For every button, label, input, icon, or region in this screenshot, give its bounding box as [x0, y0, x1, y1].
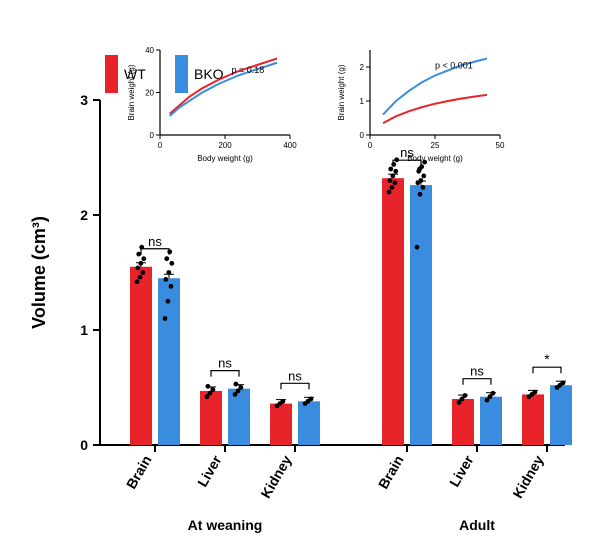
y-tick-label: 0 [80, 437, 88, 453]
data-point [141, 256, 146, 261]
svg-text:1: 1 [360, 97, 365, 106]
x-tick-label: Kidney [257, 452, 294, 501]
y-tick-label: 2 [80, 207, 88, 223]
bar-Adult-Liver-WT [452, 399, 474, 445]
y-axis-label: Volume (cm³) [29, 216, 49, 329]
bar-chart: 0123Volume (cm³)WTBKOBrainnsLivernsKidne… [0, 0, 600, 560]
data-point [418, 192, 423, 197]
data-point [169, 284, 174, 289]
x-tick-label: Brain [123, 453, 155, 492]
group-label: At weaning [188, 517, 263, 533]
bar-At weaning-Liver-WT [200, 391, 222, 445]
data-point [138, 261, 143, 266]
sig-bracket [281, 383, 309, 389]
svg-text:0: 0 [360, 131, 365, 140]
data-point [163, 316, 168, 321]
bar-At weaning-Brain-WT [130, 267, 152, 445]
data-point [281, 399, 286, 404]
y-tick-label: 1 [80, 322, 88, 338]
x-tick-label: Liver [194, 452, 225, 489]
x-tick-label: Liver [446, 452, 477, 489]
data-point [233, 382, 238, 387]
data-point [211, 387, 216, 392]
data-point [166, 299, 171, 304]
bar-Adult-Liver-BKO [480, 397, 502, 445]
inset-note: p < 0.001 [435, 61, 473, 71]
bar-Adult-Brain-WT [382, 178, 404, 445]
svg-text:0: 0 [150, 131, 155, 140]
sig-label: ns [148, 234, 162, 249]
data-point [169, 261, 174, 266]
data-point [164, 256, 169, 261]
sig-label: * [544, 351, 550, 367]
svg-text:2: 2 [360, 63, 365, 72]
data-point [309, 397, 314, 402]
sig-label: ns [288, 368, 302, 383]
group-label: Adult [459, 517, 495, 533]
data-point [390, 174, 395, 179]
bar-Adult-Kidney-BKO [550, 385, 572, 445]
data-point [239, 385, 244, 390]
data-point [388, 167, 393, 172]
data-point [390, 185, 395, 190]
data-point [533, 390, 538, 395]
inset-xlabel: Body weight (g) [197, 154, 253, 163]
x-tick-label: Kidney [509, 452, 546, 501]
x-tick-label: Brain [375, 453, 407, 492]
data-point [391, 162, 396, 167]
svg-text:25: 25 [431, 141, 440, 150]
svg-text:0: 0 [368, 141, 373, 150]
inset-1: 0 25 50 0 1 2 Body weight (g) Brain weight (g) p… [337, 50, 505, 163]
data-point [141, 270, 146, 275]
data-point [163, 277, 168, 282]
svg-text:50: 50 [496, 141, 505, 150]
svg-text:0: 0 [158, 141, 163, 150]
data-point [135, 279, 140, 284]
legend-swatch [105, 55, 118, 93]
bar-At weaning-Liver-BKO [228, 389, 250, 445]
data-point [387, 190, 392, 195]
bar-Adult-Brain-BKO [410, 185, 432, 445]
y-tick-label: 3 [80, 92, 88, 108]
data-point [417, 167, 422, 172]
data-point [166, 270, 171, 275]
inset-0: 0 200 400 0 20 40 Body weight (g) Brain weight … [127, 46, 297, 163]
inset-note: p = 0.18 [232, 65, 265, 75]
data-point [421, 185, 426, 190]
sig-bracket [141, 249, 169, 255]
bar-Adult-Kidney-WT [522, 394, 544, 445]
sig-bracket [533, 367, 561, 373]
inset-xlabel: Body weight (g) [407, 154, 463, 163]
svg-text:20: 20 [145, 89, 154, 98]
data-point [415, 245, 420, 250]
data-point [418, 178, 423, 183]
sig-label: ns [218, 356, 232, 371]
data-point [167, 249, 172, 254]
sig-bracket [463, 379, 491, 385]
svg-text:200: 200 [218, 141, 232, 150]
legend-swatch [175, 55, 188, 93]
bar-At weaning-Kidney-WT [270, 404, 292, 445]
sig-bracket [211, 371, 239, 377]
data-point [138, 275, 143, 280]
inset-ylabel: Brain weight (g) [127, 64, 136, 120]
inset-ylabel: Brain weight (g) [337, 64, 346, 120]
sig-label: ns [470, 364, 484, 379]
data-point [491, 391, 496, 396]
data-point [205, 384, 210, 389]
data-point [393, 169, 398, 174]
svg-text:400: 400 [283, 141, 297, 150]
data-point [463, 393, 468, 398]
data-point [387, 178, 392, 183]
bar-At weaning-Kidney-BKO [298, 401, 320, 445]
data-point [393, 180, 398, 185]
data-point [421, 174, 426, 179]
data-point [561, 381, 566, 386]
data-point [135, 266, 140, 271]
svg-text:40: 40 [145, 46, 154, 55]
